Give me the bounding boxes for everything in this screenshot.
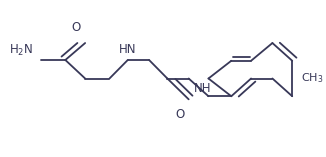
Text: O: O <box>71 21 81 34</box>
Text: NH: NH <box>194 82 212 95</box>
Text: H$_2$N: H$_2$N <box>9 42 33 57</box>
Text: CH$_3$: CH$_3$ <box>301 72 324 85</box>
Text: O: O <box>175 108 184 121</box>
Text: HN: HN <box>119 43 137 56</box>
